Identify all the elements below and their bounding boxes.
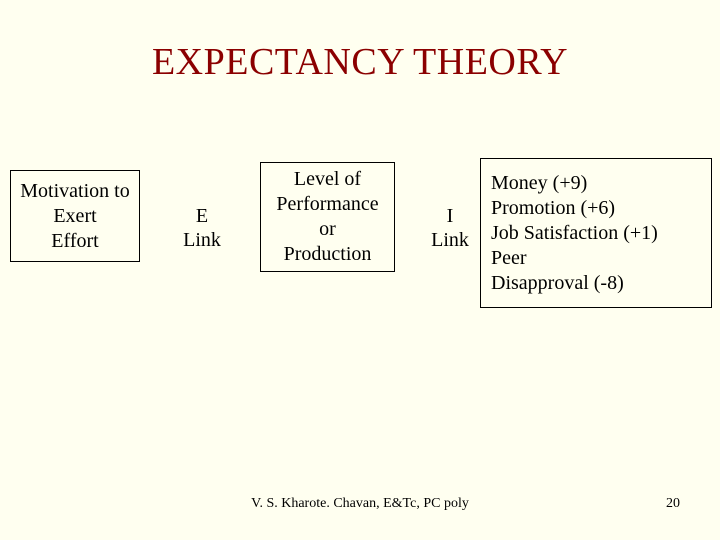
expectancy-diagram: Motivation to Exert Effort E Link Level … [0,150,720,390]
outcome-disapproval: Disapproval (-8) [491,271,701,296]
slide-title: EXPECTANCY THEORY [0,0,720,84]
box-performance-line1: Level of [294,167,361,192]
e-link-top: E [172,204,232,228]
outcome-peer: Peer [491,246,701,271]
i-link-label: I Link [420,204,480,252]
box-performance-line2: Performance [276,192,378,217]
box-motivation: Motivation to Exert Effort [10,170,140,262]
box-performance-line3: or [319,217,336,242]
e-link-label: E Link [172,204,232,252]
box-motivation-line3: Effort [51,229,98,254]
i-link-top: I [420,204,480,228]
box-performance: Level of Performance or Production [260,162,395,272]
box-performance-line4: Production [284,242,372,267]
e-link-bottom: Link [172,228,232,252]
footer-author: V. S. Kharote. Chavan, E&Tc, PC poly [0,496,720,512]
box-motivation-line1: Motivation to [20,179,129,204]
slide-footer: V. S. Kharote. Chavan, E&Tc, PC poly 20 [0,496,720,512]
box-outcomes: Money (+9) Promotion (+6) Job Satisfacti… [480,158,712,308]
i-link-bottom: Link [420,228,480,252]
outcome-promotion: Promotion (+6) [491,196,701,221]
outcome-job-satisfaction: Job Satisfaction (+1) [491,221,701,246]
box-motivation-line2: Exert [53,204,96,229]
outcome-money: Money (+9) [491,171,701,196]
footer-page-number: 20 [666,496,680,512]
